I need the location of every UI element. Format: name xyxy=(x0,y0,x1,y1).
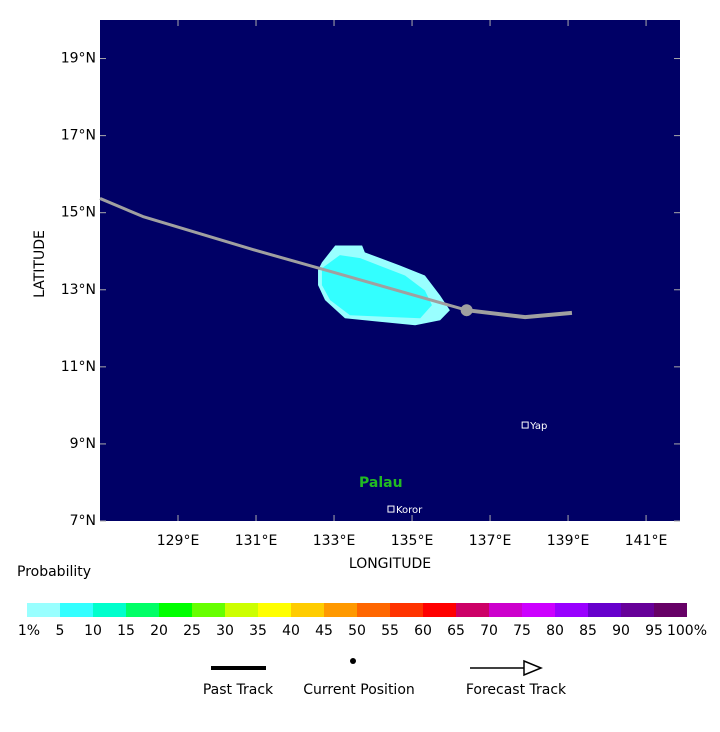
colorbar-swatch xyxy=(621,603,654,617)
place-marker xyxy=(387,505,395,513)
colorbar-swatch xyxy=(654,603,687,617)
x-tick-label: 139°E xyxy=(547,533,590,549)
y-tick-label: 7°N xyxy=(70,513,96,529)
place-marker xyxy=(521,421,529,429)
colorbar-tick-label: 75 xyxy=(513,623,531,639)
colorbar-tick-label: 55 xyxy=(381,623,399,639)
x-tick-label: 129°E xyxy=(157,533,200,549)
colorbar-tick-label: 45 xyxy=(315,623,333,639)
colorbar-swatch xyxy=(522,603,555,617)
colorbar-tick-label: 80 xyxy=(546,623,564,639)
colorbar-tick-label: 15 xyxy=(117,623,135,639)
colorbar-swatch xyxy=(456,603,489,617)
x-tick-label: 131°E xyxy=(235,533,278,549)
colorbar-tick-label: 1% xyxy=(18,623,40,639)
colorbar-swatch xyxy=(291,603,324,617)
colorbar-tick-label: 85 xyxy=(579,623,597,639)
forecast-track xyxy=(466,308,573,320)
colorbar-swatch xyxy=(225,603,258,617)
colorbar-swatch xyxy=(27,603,60,617)
colorbar-swatch xyxy=(126,603,159,617)
colorbar-swatch xyxy=(390,603,423,617)
colorbar-swatch xyxy=(588,603,621,617)
y-tick-label: 19°N xyxy=(61,51,96,67)
place-label: Palau xyxy=(359,475,403,491)
colorbar-tick-label: 10 xyxy=(84,623,102,639)
colorbar-tick-label: 90 xyxy=(612,623,630,639)
colorbar-swatch xyxy=(423,603,456,617)
colorbar-tick-label: 95 xyxy=(645,623,663,639)
current-position xyxy=(460,304,473,317)
colorbar-swatch xyxy=(357,603,390,617)
legend-past-label: Past Track xyxy=(203,682,274,698)
legend-forecast-label: Forecast Track xyxy=(466,682,567,698)
y-tick-label: 9°N xyxy=(70,436,96,452)
x-tick-label: 137°E xyxy=(469,533,512,549)
place-label: Yap xyxy=(529,421,547,432)
colorbar-tick-label: 40 xyxy=(282,623,300,639)
x-axis-label: LONGITUDE xyxy=(349,556,431,572)
colorbar-title: Probability xyxy=(17,564,91,580)
colorbar-tick-label: 35 xyxy=(249,623,267,639)
y-tick-label: 17°N xyxy=(61,128,96,144)
colorbar-swatch xyxy=(258,603,291,617)
colorbar-tick-label: 20 xyxy=(150,623,168,639)
colorbar-tick-label: 60 xyxy=(414,623,432,639)
place-label: Koror xyxy=(396,505,423,516)
x-tick-label: 141°E xyxy=(625,533,668,549)
y-axis-label: LATITUDE xyxy=(32,230,48,298)
colorbar-tick-label: 50 xyxy=(348,623,366,639)
colorbar-tick-label: 100% xyxy=(667,623,707,639)
colorbar-swatch xyxy=(324,603,357,617)
colorbar-swatch xyxy=(192,603,225,617)
y-tick-label: 15°N xyxy=(61,205,96,221)
colorbar-tick-label: 25 xyxy=(183,623,201,639)
x-tick-label: 133°E xyxy=(313,533,356,549)
colorbar-tick-label: 30 xyxy=(216,623,234,639)
colorbar-swatch xyxy=(93,603,126,617)
colorbar-tick-label: 65 xyxy=(447,623,465,639)
legend-forecast-arrow xyxy=(523,659,543,677)
colorbar-tick-label: 70 xyxy=(480,623,498,639)
colorbar-swatch xyxy=(489,603,522,617)
past-track xyxy=(99,197,468,312)
legend-current-label: Current Position xyxy=(303,682,415,698)
y-tick-label: 13°N xyxy=(61,282,96,298)
colorbar-swatch xyxy=(555,603,588,617)
y-tick-label: 11°N xyxy=(61,359,96,375)
colorbar-swatch xyxy=(159,603,192,617)
colorbar-tick-label: 5 xyxy=(56,623,65,639)
colorbar-swatch xyxy=(60,603,93,617)
legend-current-symbol xyxy=(350,658,356,664)
x-tick-label: 135°E xyxy=(391,533,434,549)
probability-area xyxy=(321,255,432,319)
